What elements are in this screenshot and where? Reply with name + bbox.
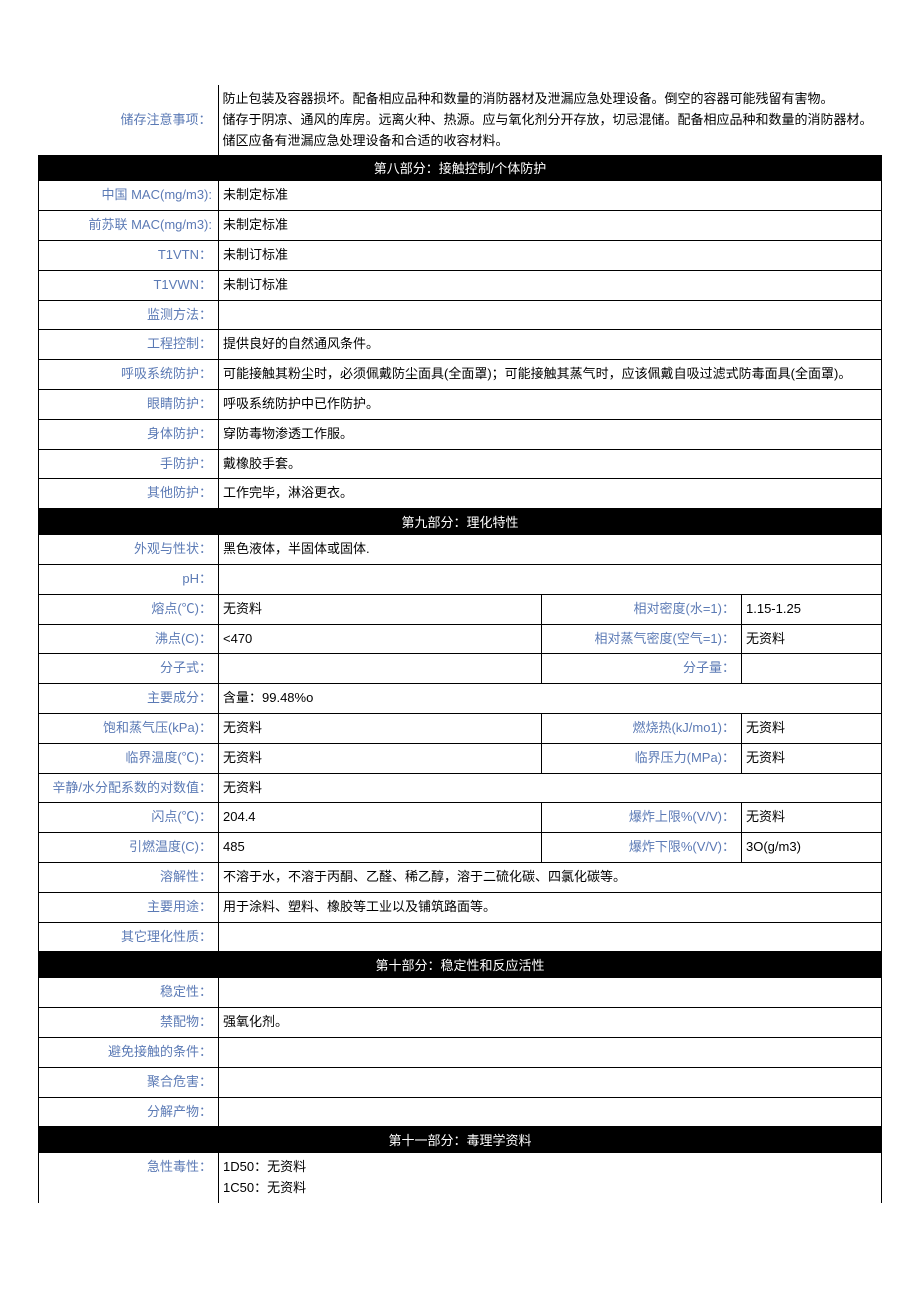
section8-header: 第八部分：接触控制/个体防护 [38, 155, 882, 180]
section10-row-value: 强氧化剂。 [219, 1008, 882, 1038]
logp-label: 辛静/水分配系数的对数值： [39, 773, 219, 803]
formula-label: 分子式： [39, 654, 219, 684]
vapor-density-label: 相对蒸气密度(空气=1)： [542, 624, 742, 654]
section8-row-label: T1VTN： [39, 240, 219, 270]
section10-row-value [219, 978, 882, 1008]
solubility-label: 溶解性： [39, 862, 219, 892]
logp-value: 无资料 [219, 773, 882, 803]
section8-row-value: 工作完毕，淋浴更衣。 [219, 479, 882, 509]
storage-table: 储存注意事项： 防止包装及容器损坏。配备相应品种和数量的消防器材及泄漏应急处理设… [38, 85, 882, 155]
section10-row-label: 禁配物： [39, 1008, 219, 1038]
section8-row-label: 眼睛防护： [39, 389, 219, 419]
section8-row-label: 其他防护： [39, 479, 219, 509]
composition-value: 含量：99.48%o [219, 684, 882, 714]
boiling-value: <470 [219, 624, 542, 654]
section10-row-value [219, 1037, 882, 1067]
storage-value: 防止包装及容器损坏。配备相应品种和数量的消防器材及泄漏应急处理设备。倒空的容器可… [218, 85, 882, 155]
section8-row-label: 手防护： [39, 449, 219, 479]
section9-header: 第九部分：理化特性 [38, 509, 882, 534]
vapor-pressure-value: 无资料 [219, 713, 542, 743]
section10-row-label: 避免接触的条件： [39, 1037, 219, 1067]
section10-row-label: 聚合危害： [39, 1067, 219, 1097]
critical-pressure-value: 无资料 [742, 743, 882, 773]
section8-row-label: 呼吸系统防护： [39, 360, 219, 390]
mol-weight-value [742, 654, 882, 684]
section8-row-label: 中国 MAC(mg/m3): [39, 181, 219, 211]
other-phys-label: 其它理化性质： [39, 922, 219, 952]
appearance-value: 黑色液体，半固体或固体. [219, 535, 882, 565]
solubility-value: 不溶于水，不溶于丙酮、乙醛、稀乙醇，溶于二硫化碳、四氯化碳等。 [219, 862, 882, 892]
appearance-label: 外观与性状： [39, 535, 219, 565]
other-phys-value [219, 922, 882, 952]
storage-label: 储存注意事项： [38, 85, 218, 155]
main-use-value: 用于涂料、塑料、橡胶等工业以及铺筑路面等。 [219, 892, 882, 922]
boiling-label: 沸点(C)： [39, 624, 219, 654]
density-value: 1.15-1.25 [742, 594, 882, 624]
density-label: 相对密度(水=1)： [542, 594, 742, 624]
acute-toxicity-value: 1D50：无资料 1C50：无资料 [219, 1153, 882, 1203]
section8-row-value: 呼吸系统防护中已作防护。 [219, 389, 882, 419]
section10-row-value [219, 1067, 882, 1097]
vapor-pressure-label: 饱和蒸气压(kPa)： [39, 713, 219, 743]
upper-explosive-value: 无资料 [742, 803, 882, 833]
section8-row-label: 工程控制： [39, 330, 219, 360]
ignition-temp-value: 485 [219, 833, 542, 863]
section8-row-value: 未制定标准 [219, 211, 882, 241]
critical-temp-value: 无资料 [219, 743, 542, 773]
section8-row-label: 监测方法： [39, 300, 219, 330]
section8-row-value: 未制定标准 [219, 181, 882, 211]
section10-table: 稳定性：禁配物：强氧化剂。避免接触的条件：聚合危害：分解产物： [38, 977, 882, 1127]
section10-row-label: 稳定性： [39, 978, 219, 1008]
section8-row-value [219, 300, 882, 330]
section11-table: 急性毒性： 1D50：无资料 1C50：无资料 [38, 1152, 882, 1203]
lower-explosive-value: 3O(g/m3) [742, 833, 882, 863]
critical-temp-label: 临界温度(℃)： [39, 743, 219, 773]
section8-row-value: 穿防毒物渗透工作服。 [219, 419, 882, 449]
mol-weight-label: 分子量： [542, 654, 742, 684]
combustion-heat-value: 无资料 [742, 713, 882, 743]
flash-point-label: 闪点(℃)： [39, 803, 219, 833]
main-use-label: 主要用途： [39, 892, 219, 922]
vapor-density-value: 无资料 [742, 624, 882, 654]
section8-row-value: 提供良好的自然通风条件。 [219, 330, 882, 360]
upper-explosive-label: 爆炸上限%(V/V)： [542, 803, 742, 833]
section11-header: 第十一部分：毒理学资料 [38, 1127, 882, 1152]
melting-value: 无资料 [219, 594, 542, 624]
section8-row-value: 未制订标准 [219, 240, 882, 270]
section8-row-label: T1VWN： [39, 270, 219, 300]
composition-label: 主要成分： [39, 684, 219, 714]
lower-explosive-label: 爆炸下限%(V/V)： [542, 833, 742, 863]
section8-table: 中国 MAC(mg/m3):未制定标准前苏联 MAC(mg/m3):未制定标准T… [38, 180, 882, 509]
section8-row-value: 未制订标准 [219, 270, 882, 300]
section8-row-value: 戴橡胶手套。 [219, 449, 882, 479]
section9-table: 外观与性状： 黑色液体，半固体或固体. pH： 熔点(℃)： 无资料 相对密度(… [38, 534, 882, 952]
section10-row-value [219, 1097, 882, 1127]
acute-toxicity-label: 急性毒性： [39, 1153, 219, 1203]
flash-point-value: 204.4 [219, 803, 542, 833]
formula-value [219, 654, 542, 684]
ph-label: pH： [39, 564, 219, 594]
section8-row-value: 可能接触其粉尘时，必须佩戴防尘面具(全面罩)；可能接触其蒸气时，应该佩戴自吸过滤… [219, 360, 882, 390]
section10-row-label: 分解产物： [39, 1097, 219, 1127]
section10-header: 第十部分：稳定性和反应活性 [38, 952, 882, 977]
section8-row-label: 身体防护： [39, 419, 219, 449]
ignition-temp-label: 引燃温度(C)： [39, 833, 219, 863]
section8-row-label: 前苏联 MAC(mg/m3): [39, 211, 219, 241]
critical-pressure-label: 临界压力(MPa)： [542, 743, 742, 773]
combustion-heat-label: 燃烧热(kJ/mo1)： [542, 713, 742, 743]
ph-value [219, 564, 882, 594]
melting-label: 熔点(℃)： [39, 594, 219, 624]
page-container: 储存注意事项： 防止包装及容器损坏。配备相应品种和数量的消防器材及泄漏应急处理设… [0, 0, 920, 1243]
